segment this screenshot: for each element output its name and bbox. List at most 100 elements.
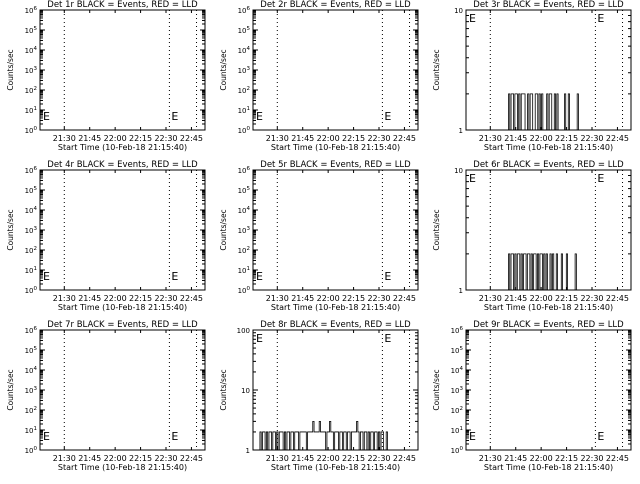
y-axis-label: Counts/sec xyxy=(6,49,15,90)
x-tick-label: 22:15 xyxy=(129,294,152,303)
event-marker-label: E xyxy=(469,12,476,25)
y-axis-label: Counts/sec xyxy=(432,369,441,410)
y-tick-label: 10 xyxy=(454,7,463,15)
y-tick-label: 103 xyxy=(25,386,38,395)
x-tick-label: 22:45 xyxy=(606,134,629,143)
x-tick-label: 22:45 xyxy=(393,454,416,463)
event-marker-label: E xyxy=(469,430,476,443)
x-tick-label: 21:30 xyxy=(266,294,289,303)
x-tick-label: 22:30 xyxy=(580,454,603,463)
y-tick-label: 104 xyxy=(238,206,251,215)
x-tick-label: 22:45 xyxy=(180,134,203,143)
event-marker-label: E xyxy=(384,332,391,345)
events-series-line xyxy=(258,420,388,451)
x-tick-label: 22:00 xyxy=(530,294,553,303)
x-tick-label: 22:30 xyxy=(367,454,390,463)
x-tick-label: 22:30 xyxy=(154,134,177,143)
y-tick-label: 100 xyxy=(238,126,251,135)
x-tick-label: 22:45 xyxy=(606,294,629,303)
y-tick-label: 101 xyxy=(25,266,37,275)
x-tick-label: 21:30 xyxy=(53,294,76,303)
chart-panel-2: Det 2r BLACK = Events, RED = LLD 21:30 21:… xyxy=(219,0,419,152)
y-tick-label: 10 xyxy=(241,387,250,395)
y-tick-label: 105 xyxy=(451,346,464,355)
x-axis-label: Start Time (10-Feb-18 21:15:40) xyxy=(271,463,400,472)
x-tick-label: 22:00 xyxy=(530,454,553,463)
chart-panel-5: Det 5r BLACK = Events, RED = LLD 21:30 21:… xyxy=(219,160,419,312)
x-tick-label: 22:15 xyxy=(555,294,578,303)
y-tick-label: 103 xyxy=(238,226,251,235)
event-marker-label: E xyxy=(256,332,263,345)
x-axis-label: Start Time (10-Feb-18 21:15:40) xyxy=(58,463,187,472)
chart-title: Det 1r BLACK = Events, RED = LLD xyxy=(47,0,198,10)
x-tick-label: 21:45 xyxy=(504,294,527,303)
x-tick-label: 22:00 xyxy=(530,134,553,143)
chart-panel-7: Det 7r BLACK = Events, RED = LLD 21:30 21:… xyxy=(6,320,206,472)
x-tick-label: 22:00 xyxy=(317,294,340,303)
x-tick-label: 22:00 xyxy=(317,454,340,463)
chart-title: Det 2r BLACK = Events, RED = LLD xyxy=(260,0,411,10)
chart-panel-3: Det 3r BLACK = Events, RED = LLD 21:30 21:… xyxy=(432,0,632,152)
y-tick-label: 105 xyxy=(25,26,38,35)
y-tick-label: 1 xyxy=(459,287,463,295)
y-tick-label: 1 xyxy=(246,447,250,455)
x-tick-label: 22:45 xyxy=(606,454,629,463)
chart-title: Det 3r BLACK = Events, RED = LLD xyxy=(473,0,624,10)
x-axis-label: Start Time (10-Feb-18 21:15:40) xyxy=(58,143,187,152)
y-tick-label: 102 xyxy=(238,246,250,255)
event-marker-label: E xyxy=(43,270,50,283)
y-tick-label: 103 xyxy=(451,386,464,395)
y-axis-label: Counts/sec xyxy=(219,369,228,410)
x-tick-label: 21:30 xyxy=(479,454,502,463)
y-tick-label: 106 xyxy=(25,6,38,15)
x-axis-label: Start Time (10-Feb-18 21:15:40) xyxy=(58,303,187,312)
event-marker-label: E xyxy=(597,12,604,25)
x-tick-label: 22:00 xyxy=(104,294,127,303)
event-marker-label: E xyxy=(43,110,50,123)
event-marker-label: E xyxy=(469,172,476,185)
y-axis-label: Counts/sec xyxy=(219,209,228,250)
x-tick-label: 22:30 xyxy=(580,134,603,143)
event-marker-label: E xyxy=(171,270,178,283)
x-axis-label: Start Time (10-Feb-18 21:15:40) xyxy=(484,463,613,472)
x-tick-label: 22:45 xyxy=(393,134,416,143)
x-tick-label: 22:15 xyxy=(555,454,578,463)
x-tick-label: 21:45 xyxy=(291,134,314,143)
chart-title: Det 6r BLACK = Events, RED = LLD xyxy=(473,160,624,170)
chart-title: Det 8r BLACK = Events, RED = LLD xyxy=(260,320,411,330)
x-axis-label: Start Time (10-Feb-18 21:15:40) xyxy=(484,303,613,312)
x-tick-label: 22:45 xyxy=(393,294,416,303)
y-tick-label: 104 xyxy=(238,46,251,55)
x-tick-label: 21:30 xyxy=(479,134,502,143)
x-axis-label: Start Time (10-Feb-18 21:15:40) xyxy=(271,303,400,312)
y-tick-label: 104 xyxy=(451,366,464,375)
y-tick-label: 100 xyxy=(451,446,464,455)
y-tick-label: 106 xyxy=(25,166,38,175)
event-marker-label: E xyxy=(597,430,604,443)
chart-panel-6: Det 6r BLACK = Events, RED = LLD 21:30 21:… xyxy=(432,160,632,312)
y-tick-label: 106 xyxy=(238,166,251,175)
y-axis-label: Counts/sec xyxy=(432,49,441,90)
x-tick-label: 22:15 xyxy=(342,134,365,143)
x-tick-label: 22:45 xyxy=(180,454,203,463)
chart-panel-1: Det 1r BLACK = Events, RED = LLD 21:30 21:… xyxy=(6,0,206,152)
event-marker-label: E xyxy=(597,172,604,185)
y-tick-label: 100 xyxy=(25,286,38,295)
y-tick-label: 104 xyxy=(25,206,38,215)
x-tick-label: 22:30 xyxy=(154,294,177,303)
y-tick-label: 1 xyxy=(459,127,463,135)
y-tick-label: 101 xyxy=(451,426,463,435)
y-tick-label: 103 xyxy=(25,226,38,235)
y-tick-label: 103 xyxy=(238,66,251,75)
x-tick-label: 22:15 xyxy=(342,454,365,463)
x-tick-label: 22:45 xyxy=(180,294,203,303)
x-tick-label: 22:00 xyxy=(104,454,127,463)
chart-title: Det 7r BLACK = Events, RED = LLD xyxy=(47,320,198,330)
x-tick-label: 22:15 xyxy=(555,134,578,143)
x-tick-label: 21:45 xyxy=(78,294,101,303)
x-tick-label: 21:30 xyxy=(53,454,76,463)
y-tick-label: 102 xyxy=(25,406,37,415)
x-tick-label: 21:30 xyxy=(479,294,502,303)
y-tick-label: 101 xyxy=(238,106,250,115)
